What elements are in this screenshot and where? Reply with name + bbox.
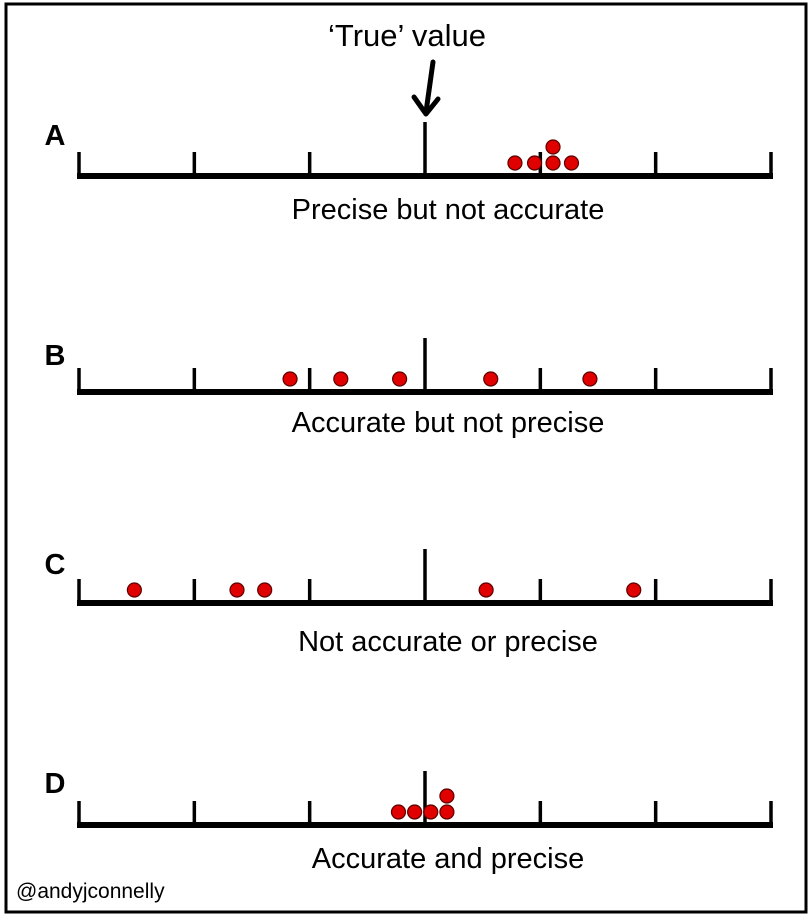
measurement-dot	[439, 788, 455, 804]
measurement-dot	[478, 582, 494, 598]
measurement-dot	[626, 582, 642, 598]
measurement-dot	[545, 139, 561, 155]
panel-letter: A	[45, 120, 66, 152]
panel-caption: Not accurate or precise	[298, 626, 598, 658]
true-value-arrow	[411, 59, 441, 117]
measurement-dot	[282, 371, 298, 387]
measurement-dot	[563, 155, 580, 171]
panel-caption: Accurate but not precise	[292, 407, 605, 439]
measurement-dot	[407, 804, 423, 820]
measurement-dot	[545, 155, 561, 171]
true-value-label: ‘True’ value	[328, 18, 486, 53]
measurement-dot	[392, 371, 408, 387]
panel-b: B Accurate but not precise	[45, 338, 773, 439]
measurement-dot	[439, 804, 455, 820]
panel-a: A Precise but not accurate	[45, 120, 773, 226]
panel-caption: Accurate and precise	[312, 843, 584, 875]
panels: A Precise but not accurate B Accurate but n…	[45, 120, 773, 875]
measurement-dot	[390, 804, 407, 820]
measurement-dot	[423, 804, 439, 820]
measurement-dot	[507, 155, 523, 171]
panel-letter: C	[45, 549, 66, 581]
arrow-head	[411, 94, 441, 117]
panel-c: C Not accurate or precise	[45, 549, 773, 658]
credit-text: @andyjconnelly	[16, 880, 165, 903]
measurement-dot	[229, 582, 245, 598]
panel-caption: Precise but not accurate	[292, 194, 605, 226]
measurement-dot	[526, 155, 543, 171]
measurement-dot	[333, 371, 349, 387]
panel-letter: B	[45, 340, 66, 372]
measurement-dot	[483, 371, 499, 387]
measurement-dot	[126, 582, 142, 598]
measurement-dot	[582, 371, 598, 387]
panel-d: D Accurate and precise	[45, 768, 773, 875]
outer-frame	[4, 2, 808, 914]
measurement-dot	[257, 582, 273, 598]
panel-letter: D	[45, 768, 66, 800]
arrow-shaft	[423, 59, 436, 115]
